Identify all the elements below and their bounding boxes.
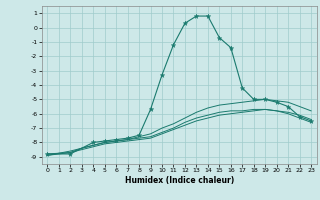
X-axis label: Humidex (Indice chaleur): Humidex (Indice chaleur): [124, 176, 234, 185]
